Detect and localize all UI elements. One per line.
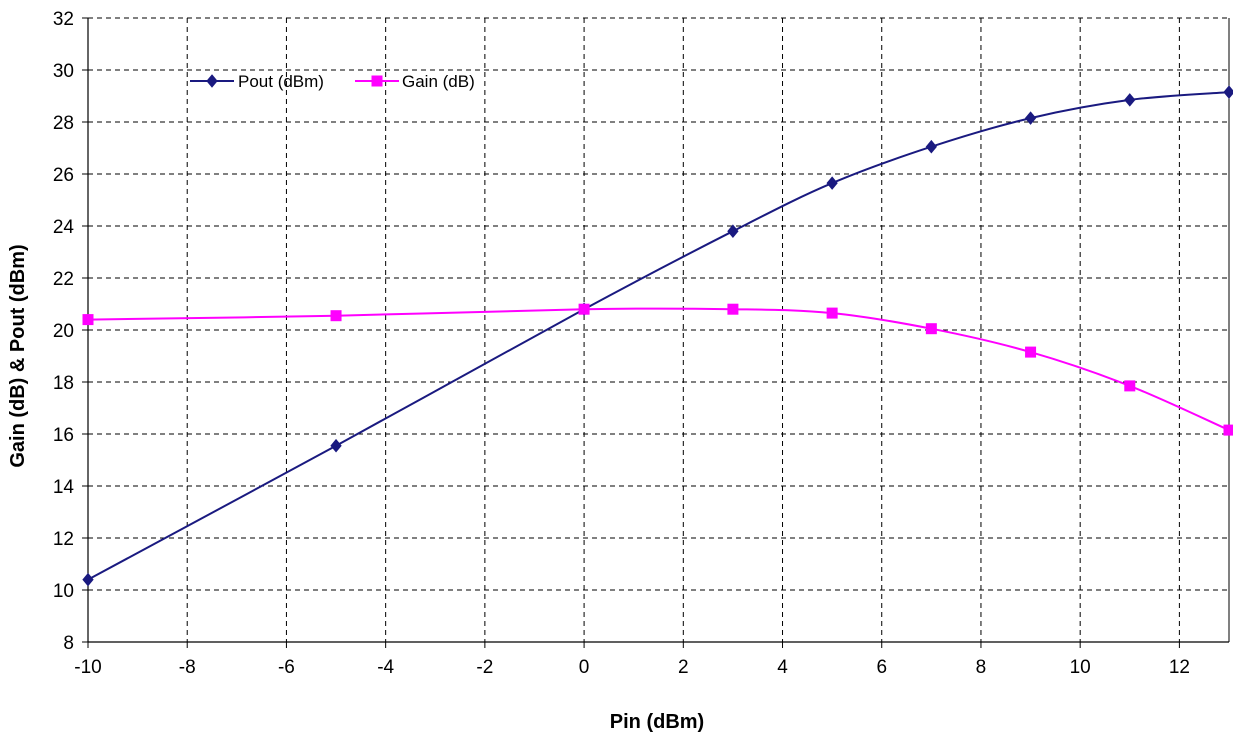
data-point-gain bbox=[1124, 380, 1136, 392]
x-tick-label: 10 bbox=[1070, 657, 1091, 678]
legend: Pout (dBm) Gain (dB) bbox=[190, 72, 475, 91]
legend-marker-gain bbox=[371, 75, 383, 87]
y-tick-label: 30 bbox=[53, 61, 74, 82]
x-tick-label: -2 bbox=[476, 657, 493, 678]
y-tick-label: 28 bbox=[53, 113, 74, 134]
y-tick-label: 22 bbox=[53, 269, 74, 290]
x-axis-title: Pin (dBm) bbox=[610, 711, 704, 733]
y-tick-label: 18 bbox=[53, 373, 74, 394]
data-point-pout bbox=[1124, 93, 1136, 107]
y-tick-label: 8 bbox=[63, 633, 74, 654]
data-point-pout bbox=[1024, 111, 1037, 125]
y-tick-label: 12 bbox=[53, 529, 74, 550]
data-point-pout bbox=[1223, 85, 1233, 99]
y-tick-label: 32 bbox=[53, 9, 74, 30]
x-tick-label: -8 bbox=[179, 657, 196, 678]
series-line-gain bbox=[87, 307, 1230, 432]
x-tick-label: 6 bbox=[876, 657, 887, 678]
x-tick-label: -10 bbox=[74, 657, 101, 678]
data-point-pout bbox=[727, 224, 739, 238]
data-point-gain bbox=[1223, 424, 1233, 436]
y-tick-label: 10 bbox=[53, 581, 74, 602]
grid bbox=[88, 17, 1229, 642]
data-point-gain bbox=[1025, 346, 1037, 358]
legend-label-gain: Gain (dB) bbox=[402, 72, 475, 91]
axes bbox=[82, 17, 1230, 648]
y-tick-label: 16 bbox=[53, 425, 74, 446]
data-point-pout bbox=[925, 139, 937, 154]
data-point-pout bbox=[330, 438, 342, 453]
series-line-pout bbox=[87, 91, 1230, 581]
y-tick-label: 14 bbox=[53, 477, 75, 498]
legend-marker-pout bbox=[206, 74, 218, 88]
x-tick-label: -6 bbox=[278, 657, 295, 678]
y-axis-title: Gain (dB) & Pout (dBm) bbox=[7, 244, 29, 467]
x-tick-label: 0 bbox=[579, 657, 590, 678]
x-tick-label: 8 bbox=[976, 657, 987, 678]
legend-label-pout: Pout (dBm) bbox=[238, 72, 324, 91]
data-point-pout bbox=[82, 572, 94, 587]
x-tick-label: 4 bbox=[777, 657, 788, 678]
data-point-gain bbox=[727, 303, 739, 315]
data-point-pout bbox=[826, 176, 838, 190]
series-layer bbox=[82, 85, 1233, 587]
data-point-gain bbox=[578, 303, 590, 315]
data-point-gain bbox=[330, 310, 342, 322]
data-point-gain bbox=[925, 323, 937, 335]
x-tick-label: -4 bbox=[377, 657, 394, 678]
y-tick-label: 26 bbox=[53, 165, 74, 186]
y-tick-label: 24 bbox=[53, 217, 75, 238]
data-point-gain bbox=[826, 307, 838, 319]
y-tick-label: 20 bbox=[53, 321, 74, 342]
x-tick-label: 2 bbox=[678, 657, 689, 678]
x-tick-label: 12 bbox=[1169, 657, 1190, 678]
data-point-gain bbox=[82, 314, 94, 326]
